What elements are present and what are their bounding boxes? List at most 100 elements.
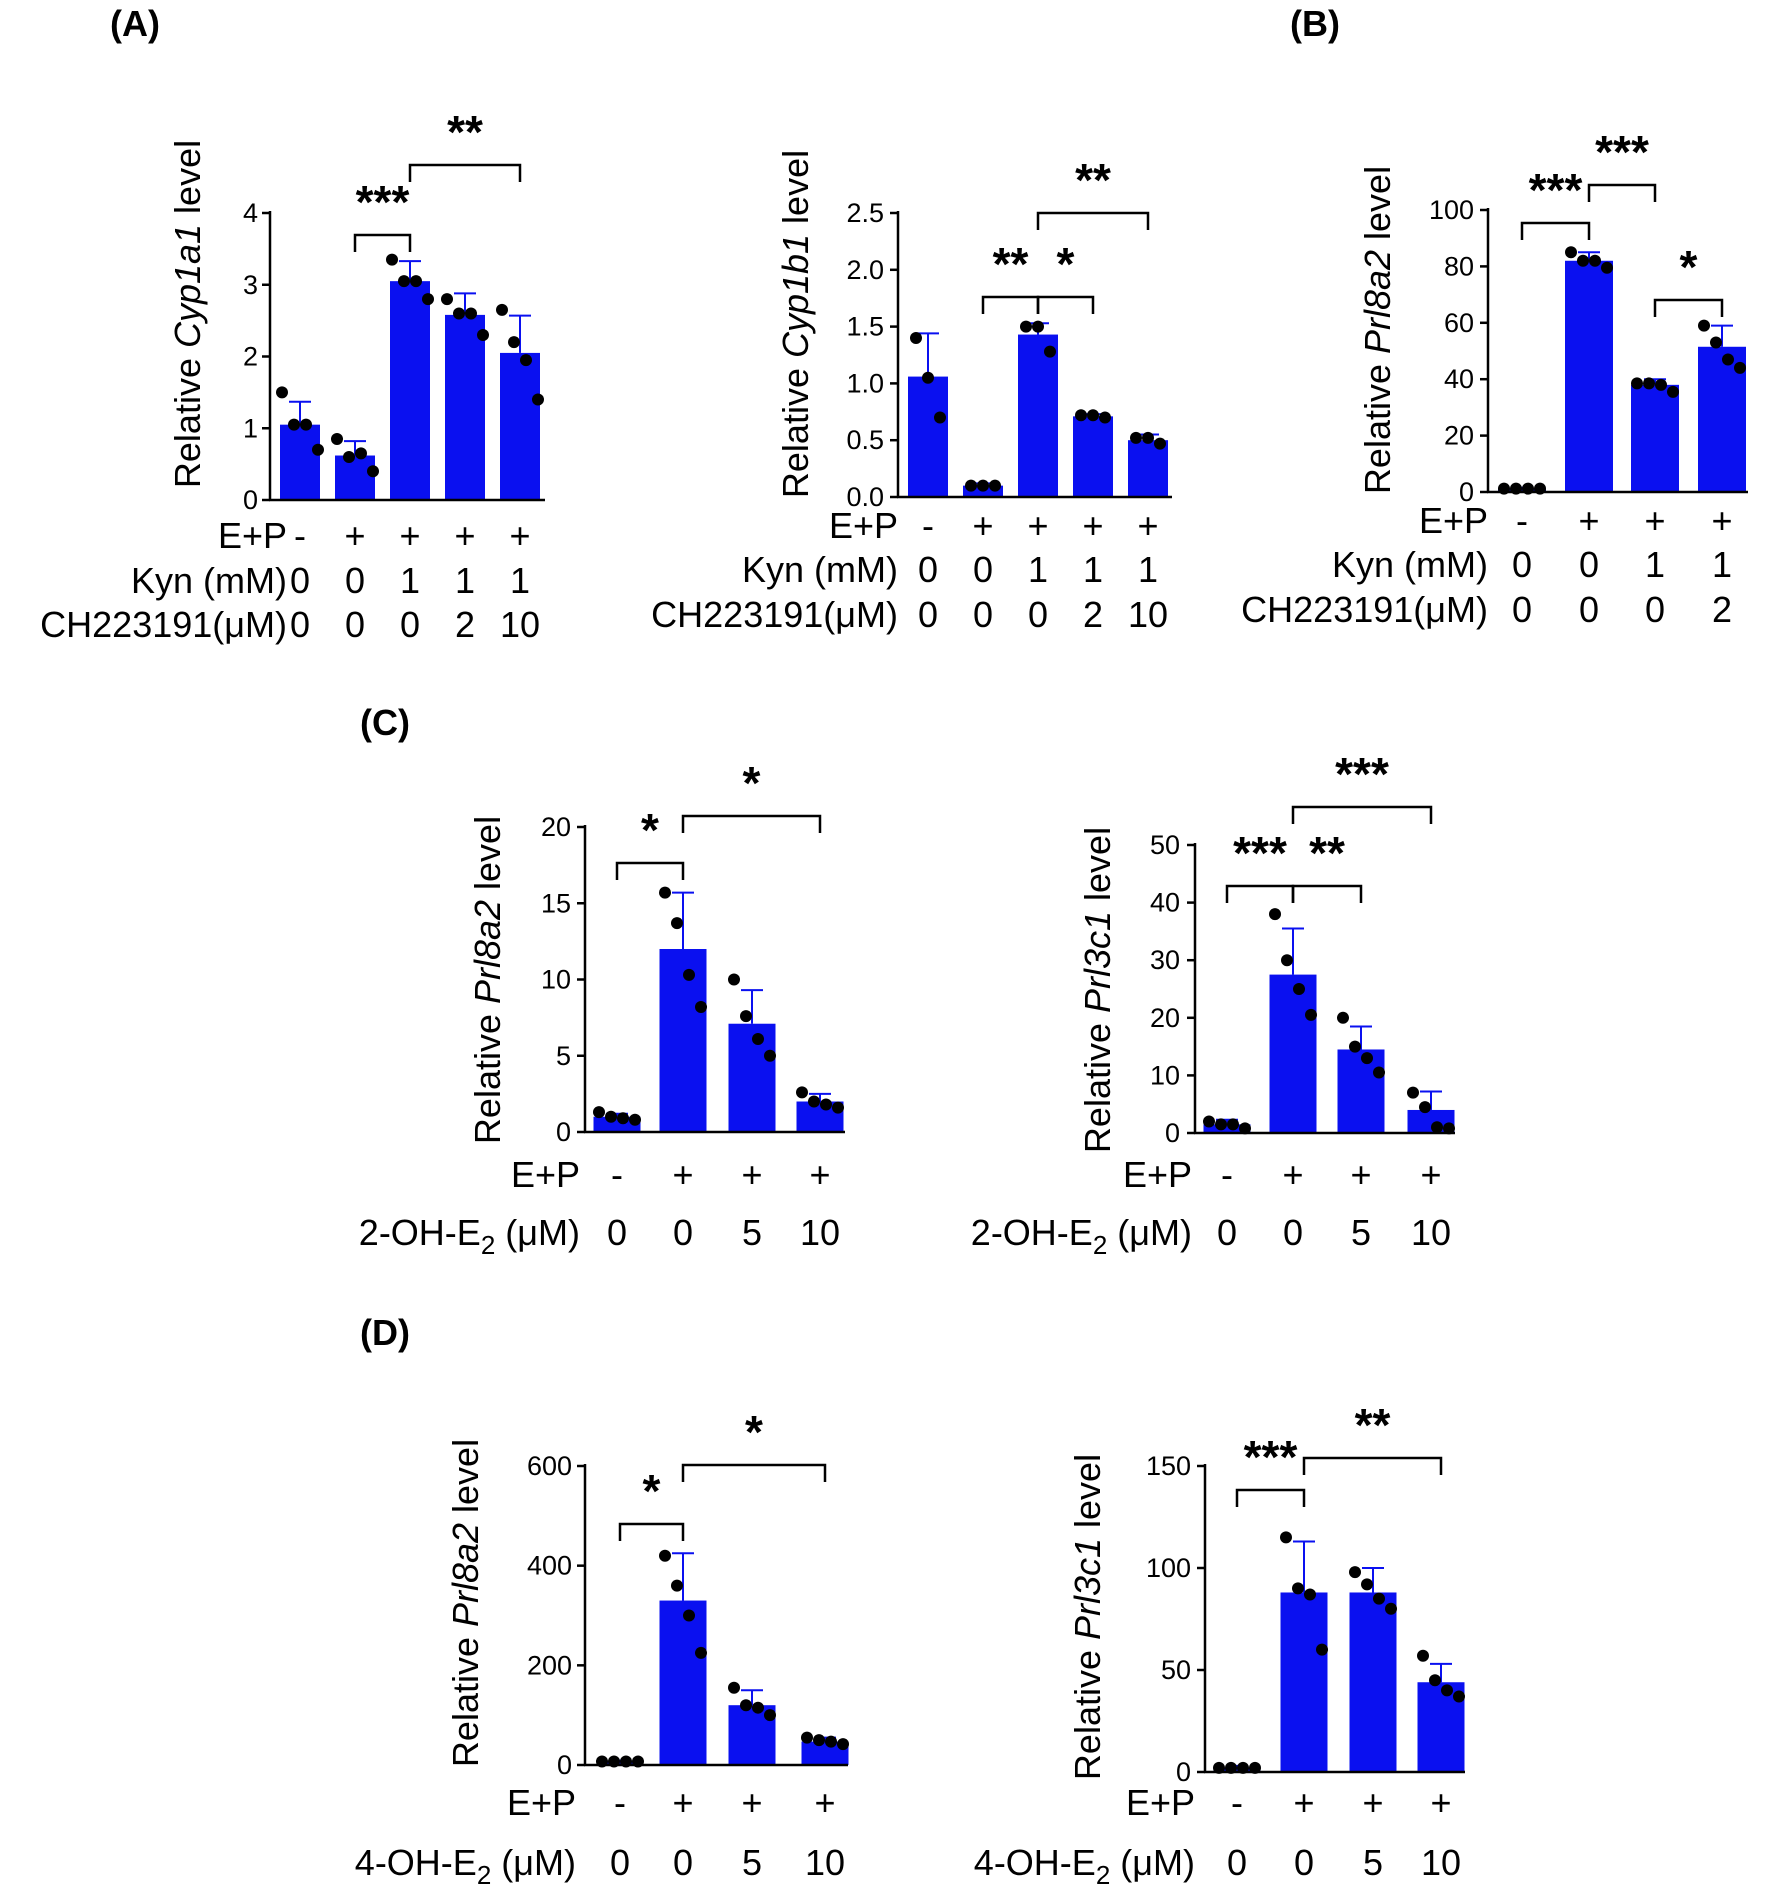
y-axis-label-prefix: Relative	[467, 1004, 508, 1144]
data-point-cyp1a1-3-1	[453, 307, 465, 320]
data-point-prl8a2_2oh-2-3	[764, 1049, 776, 1062]
condition-value-prl3c1_4oh-1-2: 5	[1363, 1842, 1383, 1883]
y-axis-label-suffix: level	[167, 140, 208, 224]
condition-label-unit: (μM)	[1107, 1212, 1192, 1253]
data-point-prl8a2_4oh-3-3	[837, 1738, 849, 1751]
condition-value-cyp1a1-1-4: 1	[510, 560, 530, 601]
y-tick-label-prl8a2_kyn-2: 40	[1444, 364, 1474, 394]
y-axis-label-suffix: level	[1077, 827, 1118, 911]
y-axis-label-gene: Prl8a2	[467, 900, 508, 1004]
data-point-prl8a2_2oh-0-1	[605, 1110, 617, 1123]
condition-value-prl3c1_4oh-0-3: +	[1430, 1782, 1451, 1823]
significance-label-prl8a2_2oh-1: *	[743, 757, 761, 809]
significance-bracket-cyp1b1-2	[1036, 211, 1150, 230]
data-point-prl3c1_2oh-1-3	[1305, 1008, 1317, 1021]
significance-label-prl8a2_4oh-1: *	[745, 1406, 763, 1458]
bar-prl3c1_4oh-1	[1280, 1592, 1328, 1772]
y-tick-label-prl8a2_kyn-4: 80	[1444, 251, 1474, 281]
y-axis-label-prl3c1_4oh: Relative Prl3c1 level	[1067, 1454, 1108, 1780]
data-point-prl3c1_4oh-3-0	[1417, 1649, 1429, 1662]
bar-cyp1a1-4	[500, 352, 540, 500]
condition-value-prl8a2_kyn-1-3: 1	[1712, 544, 1732, 585]
bar-prl8a2_4oh-3	[801, 1741, 849, 1765]
data-point-cyp1a1-1-0	[331, 433, 343, 446]
y-tick-label-cyp1b1-0: 0.0	[846, 482, 884, 512]
y-axis-label-prl8a2_4oh: Relative Prl8a2 level	[445, 1439, 486, 1767]
error-bar-prl3c1_4oh-1	[1293, 1540, 1315, 1593]
data-point-prl3c1_4oh-1-0	[1280, 1531, 1292, 1544]
y-axis-label-suffix: level	[1357, 166, 1398, 250]
error-bar-prl3c1_2oh-2	[1350, 1025, 1372, 1050]
condition-value-cyp1a1-1-0: 0	[290, 560, 310, 601]
y-axis-label-prefix: Relative	[1357, 354, 1398, 494]
data-point-cyp1a1-1-1	[343, 450, 355, 463]
error-bar-cyp1a1-0	[289, 400, 311, 425]
condition-label-text: CH223191(μM)	[40, 604, 287, 645]
data-point-cyp1a1-0-1	[288, 418, 300, 431]
condition-value-cyp1a1-0-2: +	[399, 515, 420, 556]
condition-value-prl3c1_2oh-1-1: 0	[1283, 1212, 1303, 1253]
bar-prl8a2_kyn-0	[1498, 488, 1546, 492]
y-axis-label-gene: Prl8a2	[1357, 250, 1398, 354]
condition-label-cyp1b1-2: CH223191(μM)	[651, 594, 898, 635]
condition-value-prl8a2_2oh-1-1: 0	[673, 1212, 693, 1253]
bar-prl8a2_kyn-1	[1565, 260, 1613, 492]
condition-value-prl8a2_4oh-0-1: +	[672, 1782, 693, 1823]
error-bar-prl8a2_4oh-1	[672, 1552, 694, 1601]
data-point-prl8a2_2oh-1-2	[683, 968, 695, 981]
data-point-prl3c1_2oh-3-3	[1443, 1122, 1455, 1135]
axes-prl8a2_4oh	[577, 1464, 848, 1767]
error-bar-prl3c1_2oh-1	[1282, 927, 1304, 975]
axes-prl3c1_2oh	[1187, 843, 1455, 1135]
y-tick-label-prl8a2_2oh-0: 0	[556, 1117, 571, 1147]
condition-label-prl8a2_kyn-1: Kyn (mM)	[1332, 544, 1488, 585]
significance-bracket-prl3c1_4oh-1	[1302, 1456, 1443, 1475]
condition-value-prl3c1_2oh-0-0: -	[1221, 1154, 1233, 1195]
data-point-cyp1a1-0-2	[300, 418, 312, 431]
data-point-prl3c1_2oh-1-1	[1281, 954, 1293, 967]
data-point-cyp1b1-3-1	[1087, 409, 1099, 422]
error-bar-prl8a2_2oh-3	[809, 1092, 831, 1102]
condition-label-prl8a2_2oh-0: E+P	[511, 1154, 580, 1195]
data-point-cyp1b1-2-1	[1032, 320, 1044, 333]
significance-label-prl8a2_kyn-2: *	[1680, 241, 1698, 293]
bar-cyp1a1-3	[445, 314, 485, 500]
bar-prl3c1_4oh-0	[1213, 1767, 1261, 1772]
data-point-prl3c1_2oh-3-2	[1431, 1121, 1443, 1134]
condition-value-cyp1a1-2-1: 0	[345, 604, 365, 645]
significance-bracket-prl8a2_4oh-0	[618, 1522, 685, 1541]
y-tick-label-prl8a2_2oh-4: 20	[541, 812, 571, 842]
condition-value-prl3c1_2oh-0-2: +	[1350, 1154, 1371, 1195]
data-point-cyp1b1-0-0	[910, 331, 922, 344]
condition-value-cyp1b1-0-1: +	[972, 505, 993, 546]
data-point-prl8a2_kyn-2-0	[1631, 377, 1643, 390]
error-bar-cyp1a1-2	[399, 260, 421, 282]
y-tick-label-cyp1a1-2: 2	[243, 342, 258, 372]
data-point-prl8a2_4oh-2-1	[740, 1699, 752, 1712]
condition-label-prl3c1_2oh-1: 2-OH-E2 (μM)	[971, 1212, 1192, 1260]
data-point-prl8a2_2oh-2-0	[728, 973, 740, 986]
y-axis-label-prefix: Relative	[1067, 1640, 1108, 1780]
axes-prl8a2_2oh	[577, 825, 845, 1134]
data-point-prl3c1_2oh-1-2	[1293, 983, 1305, 995]
significance-bracket-prl8a2_kyn-2	[1653, 298, 1724, 317]
significance-label-prl8a2_kyn-1: ***	[1595, 126, 1649, 178]
y-tick-label-prl8a2_kyn-5: 100	[1429, 195, 1474, 225]
y-tick-label-cyp1a1-4: 4	[243, 198, 258, 228]
bar-prl3c1_2oh-2	[1337, 1049, 1385, 1133]
significance-label-cyp1b1-2: **	[1075, 154, 1111, 206]
y-axis-label-gene: Cyp1a1	[167, 224, 208, 348]
data-point-cyp1a1-4-2	[520, 354, 532, 367]
condition-label-cyp1a1-1: Kyn (mM)	[131, 560, 287, 601]
data-point-cyp1a1-4-3	[532, 393, 544, 406]
condition-value-prl8a2_2oh-1-0: 0	[607, 1212, 627, 1253]
condition-label-text: E+P	[511, 1154, 580, 1195]
error-bar-prl8a2_2oh-1	[672, 891, 694, 949]
y-axis-label-gene: Cyp1b1	[775, 234, 816, 358]
y-axis-label-prl8a2_2oh: Relative Prl8a2 level	[467, 816, 508, 1144]
bar-cyp1b1-2	[1018, 334, 1058, 497]
error-bar-prl8a2_kyn-1	[1578, 251, 1600, 261]
